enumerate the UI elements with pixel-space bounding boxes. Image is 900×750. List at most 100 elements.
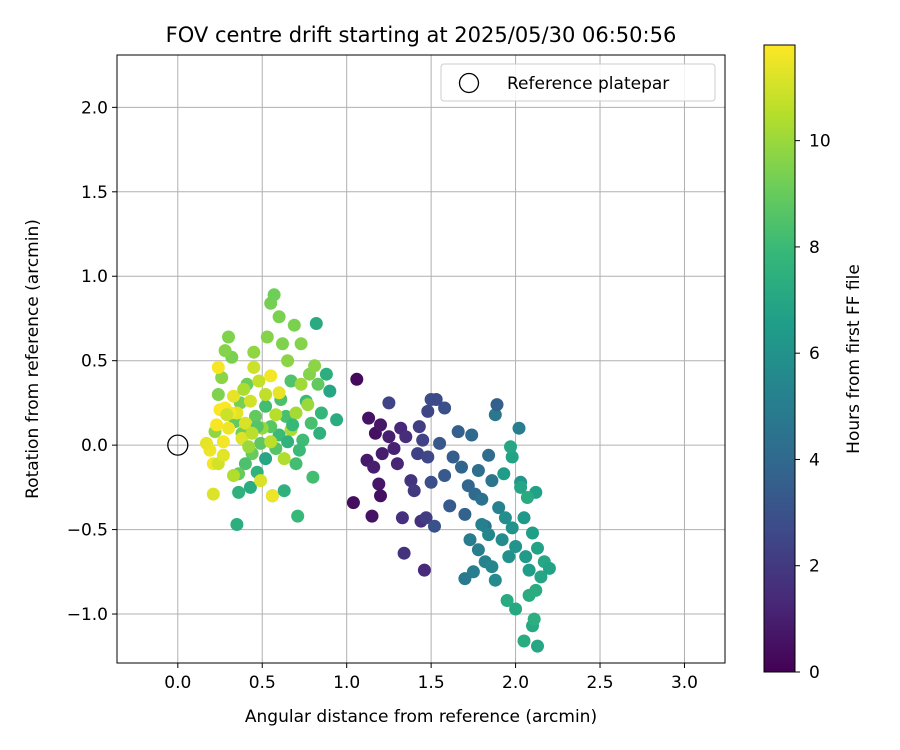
scatter-point xyxy=(492,501,506,515)
scatter-point xyxy=(365,509,379,523)
scatter-point xyxy=(387,442,401,455)
scatter-point xyxy=(375,447,389,461)
scatter-point xyxy=(485,474,499,488)
scatter-point xyxy=(505,521,519,535)
scatter-point xyxy=(289,457,303,471)
scatter-point xyxy=(287,318,301,332)
x-tick-label: 2.5 xyxy=(586,673,613,693)
scatter-point xyxy=(438,469,452,482)
scatter-point xyxy=(367,460,381,474)
chart-title: FOV centre drift starting at 2025/05/30 … xyxy=(166,23,677,47)
scatter-point xyxy=(429,393,443,406)
scatter-point xyxy=(527,612,541,626)
scatter-point xyxy=(249,409,262,423)
x-axis-label: Angular distance from reference (arcmin) xyxy=(245,707,597,727)
scatter-point xyxy=(475,518,489,531)
scatter-point xyxy=(306,470,320,484)
scatter-point xyxy=(247,360,261,374)
scatter-point xyxy=(281,435,295,449)
scatter-point xyxy=(301,398,315,412)
scatter-point xyxy=(308,359,322,373)
scatter-point xyxy=(463,533,477,547)
legend-label-reference: Reference platepar xyxy=(507,74,669,94)
scatter-point xyxy=(519,550,533,564)
scatter-point xyxy=(260,330,274,344)
scatter-point xyxy=(267,288,281,302)
y-tick-label: 0.5 xyxy=(81,352,108,372)
scatter-point xyxy=(259,388,273,401)
scatter-point xyxy=(294,337,308,351)
scatter-point xyxy=(399,430,413,444)
colorbar-tick-label: 0 xyxy=(809,663,820,683)
scatter-point xyxy=(222,421,235,435)
scatter-point xyxy=(330,413,344,427)
colorbar-ticks: 0 2 4 6 8 10 xyxy=(795,132,831,683)
scatter-point xyxy=(475,492,489,506)
scatter-point xyxy=(531,541,544,555)
scatter-point xyxy=(200,436,213,450)
scatter-point xyxy=(265,489,279,503)
scatter-point xyxy=(522,563,536,577)
scatter-point xyxy=(390,457,404,471)
scatter-point xyxy=(269,408,283,422)
colorbar: 0 2 4 6 8 10 Hours from first FF file xyxy=(763,44,864,683)
colorbar-gradient xyxy=(763,44,796,673)
legend-marker-reference xyxy=(458,72,480,94)
scatter-point xyxy=(443,499,457,513)
y-axis-ticks: −1.0 −0.5 0.0 0.5 1.0 1.5 2.0 xyxy=(67,98,117,625)
scatter-point xyxy=(490,398,504,412)
scatter-point xyxy=(526,526,539,540)
scatter-point xyxy=(247,345,261,359)
scatter-point xyxy=(276,337,289,351)
scatter-point xyxy=(397,546,411,560)
scatter-point xyxy=(529,583,543,597)
scatter-point xyxy=(313,426,327,440)
scatter-point xyxy=(211,360,225,374)
scatter-point xyxy=(309,317,323,330)
scatter-point xyxy=(259,452,273,466)
legend: Reference platepar xyxy=(440,63,716,102)
reference-point-group xyxy=(167,434,189,456)
scatter-point xyxy=(404,474,418,488)
x-tick-label: 2.0 xyxy=(502,673,529,693)
scatter-point xyxy=(395,511,409,525)
scatter-point xyxy=(252,374,266,388)
scatter-point xyxy=(222,330,235,344)
scatter-point xyxy=(502,550,516,564)
scatter-point xyxy=(504,440,517,454)
reference-platepar-marker xyxy=(167,434,189,456)
scatter-point xyxy=(314,406,328,420)
scatter-point xyxy=(216,435,230,449)
scatter-point xyxy=(291,509,305,523)
scatter-point xyxy=(488,573,502,587)
scatter-point xyxy=(428,519,441,533)
scatter-point xyxy=(237,382,251,396)
scatter-point xyxy=(433,436,447,450)
x-tick-label: 3.0 xyxy=(671,673,698,693)
scatter-point xyxy=(424,475,438,489)
scatter-point xyxy=(412,420,426,434)
scatter-point xyxy=(382,396,396,410)
x-tick-label: 0.0 xyxy=(164,673,191,693)
scatter-point xyxy=(534,570,548,584)
scatter-point xyxy=(304,416,318,430)
scatter-point xyxy=(289,406,303,420)
scatter-point xyxy=(471,543,485,557)
scatter-point xyxy=(243,480,257,494)
colorbar-tick-label: 6 xyxy=(809,344,820,364)
scatter-point xyxy=(259,399,273,413)
scatter-point xyxy=(466,565,480,579)
scatter-point xyxy=(254,474,268,488)
scatter-point xyxy=(216,448,230,462)
y-tick-label: 2.0 xyxy=(81,98,108,118)
x-tick-label: 0.5 xyxy=(249,673,276,693)
scatter-point xyxy=(411,447,425,461)
scatter-point xyxy=(421,404,435,418)
x-tick-label: 1.0 xyxy=(333,673,360,693)
y-tick-label: −0.5 xyxy=(67,521,108,541)
scatter-point xyxy=(498,511,512,525)
colorbar-label: Hours from first FF file xyxy=(844,264,864,454)
scatter-point xyxy=(500,594,514,607)
scatter-point xyxy=(238,457,252,471)
